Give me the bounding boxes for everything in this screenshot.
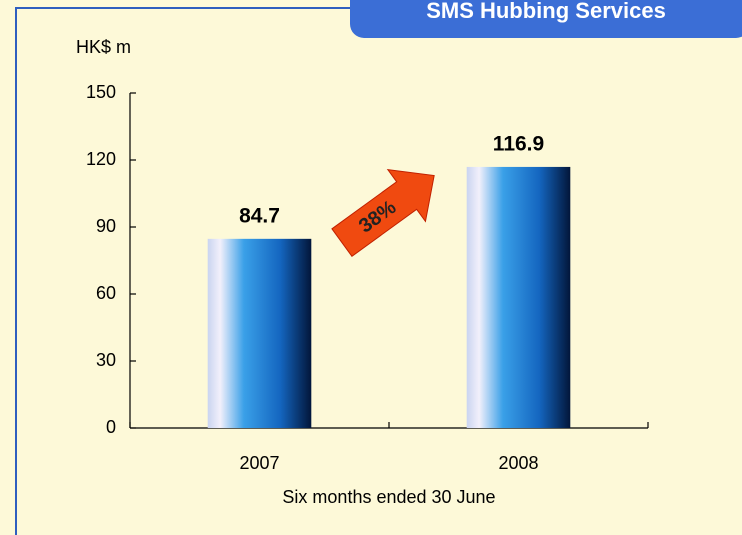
bar: [207, 238, 312, 428]
y-tick-label: 120: [86, 149, 116, 169]
x-axis-label: Six months ended 30 June: [282, 487, 495, 507]
y-axis-label: HK$ m: [76, 37, 131, 57]
data-label: 84.7: [239, 204, 280, 227]
x-tick-label: 2008: [498, 453, 538, 473]
y-tick-label: 0: [106, 417, 116, 437]
arrow-shape: [331, 169, 435, 258]
y-tick-label: 150: [86, 82, 116, 102]
y-tick-label: 90: [96, 216, 116, 236]
data-label: 116.9: [493, 132, 544, 155]
x-tick-label: 2007: [239, 453, 279, 473]
y-tick-label: 60: [96, 283, 116, 303]
bar: [466, 166, 571, 428]
frame: [15, 7, 360, 535]
chart-title: SMS Hubbing Services: [426, 0, 666, 23]
y-tick-label: 30: [96, 350, 116, 370]
title-tab: [350, 0, 742, 38]
